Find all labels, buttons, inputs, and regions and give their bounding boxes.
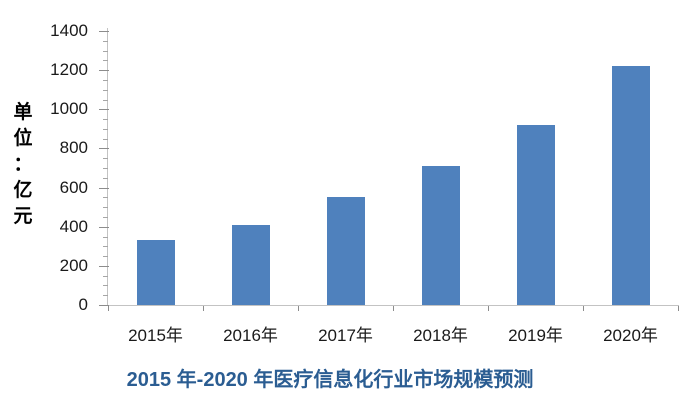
y-axis-minor-tick — [103, 40, 108, 42]
y-axis-minor-tick — [103, 168, 108, 169]
x-axis-tick-label: 2019年 — [508, 326, 563, 345]
x-axis-tick-label: 2020年 — [603, 326, 658, 345]
y-axis-major-tick — [99, 305, 109, 306]
y-axis-minor-tick — [103, 197, 108, 199]
y-axis-unit-char: ： — [13, 154, 33, 175]
y-axis-minor-tick — [103, 216, 108, 218]
y-axis-tick-label: 1000 — [50, 99, 88, 119]
x-axis-tick — [488, 306, 489, 311]
bar-2016年 — [231, 224, 270, 305]
y-axis-minor-tick — [103, 285, 108, 287]
y-axis-tick-label: 800 — [59, 138, 88, 158]
bar-2018年 — [421, 166, 460, 305]
y-axis-minor-tick — [103, 295, 108, 297]
chart-title: 2015 年-2020 年医疗信息化行业市场规模预测 — [126, 369, 534, 391]
y-axis-tick-label: 600 — [59, 177, 88, 197]
bar-2019年 — [516, 124, 555, 305]
y-axis-major-tick — [99, 31, 109, 32]
x-axis-tick-label: 2017年 — [318, 326, 373, 345]
x-axis-tick — [108, 306, 109, 311]
y-axis-major-tick — [99, 226, 109, 228]
y-axis-tick-label: 200 — [59, 255, 88, 275]
x-axis-tick — [203, 306, 204, 311]
y-axis-unit-char: 亿 — [13, 180, 33, 201]
x-axis-line — [107, 305, 679, 306]
y-axis-minor-tick — [103, 128, 108, 130]
y-axis-minor-tick — [103, 177, 108, 179]
y-axis-minor-tick — [103, 89, 108, 91]
y-axis-minor-tick — [103, 236, 108, 238]
y-axis-minor-tick — [103, 246, 108, 248]
y-axis-tick-label: 0 — [78, 295, 88, 314]
x-axis-tick — [678, 306, 679, 311]
y-axis-unit-label: 单位 ： 亿元 — [8, 100, 38, 230]
y-axis-minor-tick — [103, 138, 108, 140]
y-axis-major-tick — [99, 109, 109, 111]
y-axis-unit-char: 位 — [13, 128, 33, 149]
x-axis-tick-label: 2016年 — [223, 326, 278, 345]
y-axis-minor-tick — [103, 158, 108, 160]
y-axis-tick-label: 1400 — [50, 21, 88, 40]
y-axis-major-tick — [99, 70, 109, 72]
y-axis-minor-tick — [103, 79, 108, 81]
y-axis-minor-tick — [103, 275, 108, 277]
bar-2017年 — [326, 197, 365, 305]
y-axis-minor-tick — [103, 60, 108, 62]
y-axis-tick-label: 1200 — [50, 60, 88, 80]
bar-2015年 — [136, 240, 175, 305]
y-axis-major-tick — [99, 187, 109, 189]
bar-2020年 — [611, 66, 650, 305]
x-axis-tick — [298, 306, 299, 311]
y-axis-unit-char: 元 — [13, 206, 33, 227]
y-axis-minor-tick — [103, 99, 108, 101]
y-axis-line — [107, 28, 108, 306]
x-axis-tick-label: 2015年 — [128, 326, 183, 345]
y-axis-minor-tick — [103, 256, 108, 258]
y-axis-major-tick — [99, 265, 109, 267]
y-axis-unit-char: 单 — [13, 102, 33, 123]
y-axis-major-tick — [99, 148, 109, 150]
x-axis-tick-label: 2018年 — [413, 326, 468, 345]
y-axis-minor-tick — [103, 50, 108, 52]
x-axis-tick — [393, 306, 394, 311]
x-axis-tick — [583, 306, 584, 311]
y-axis-minor-tick — [103, 119, 108, 121]
y-axis-tick-label: 400 — [59, 216, 88, 236]
y-axis-minor-tick — [103, 207, 108, 209]
